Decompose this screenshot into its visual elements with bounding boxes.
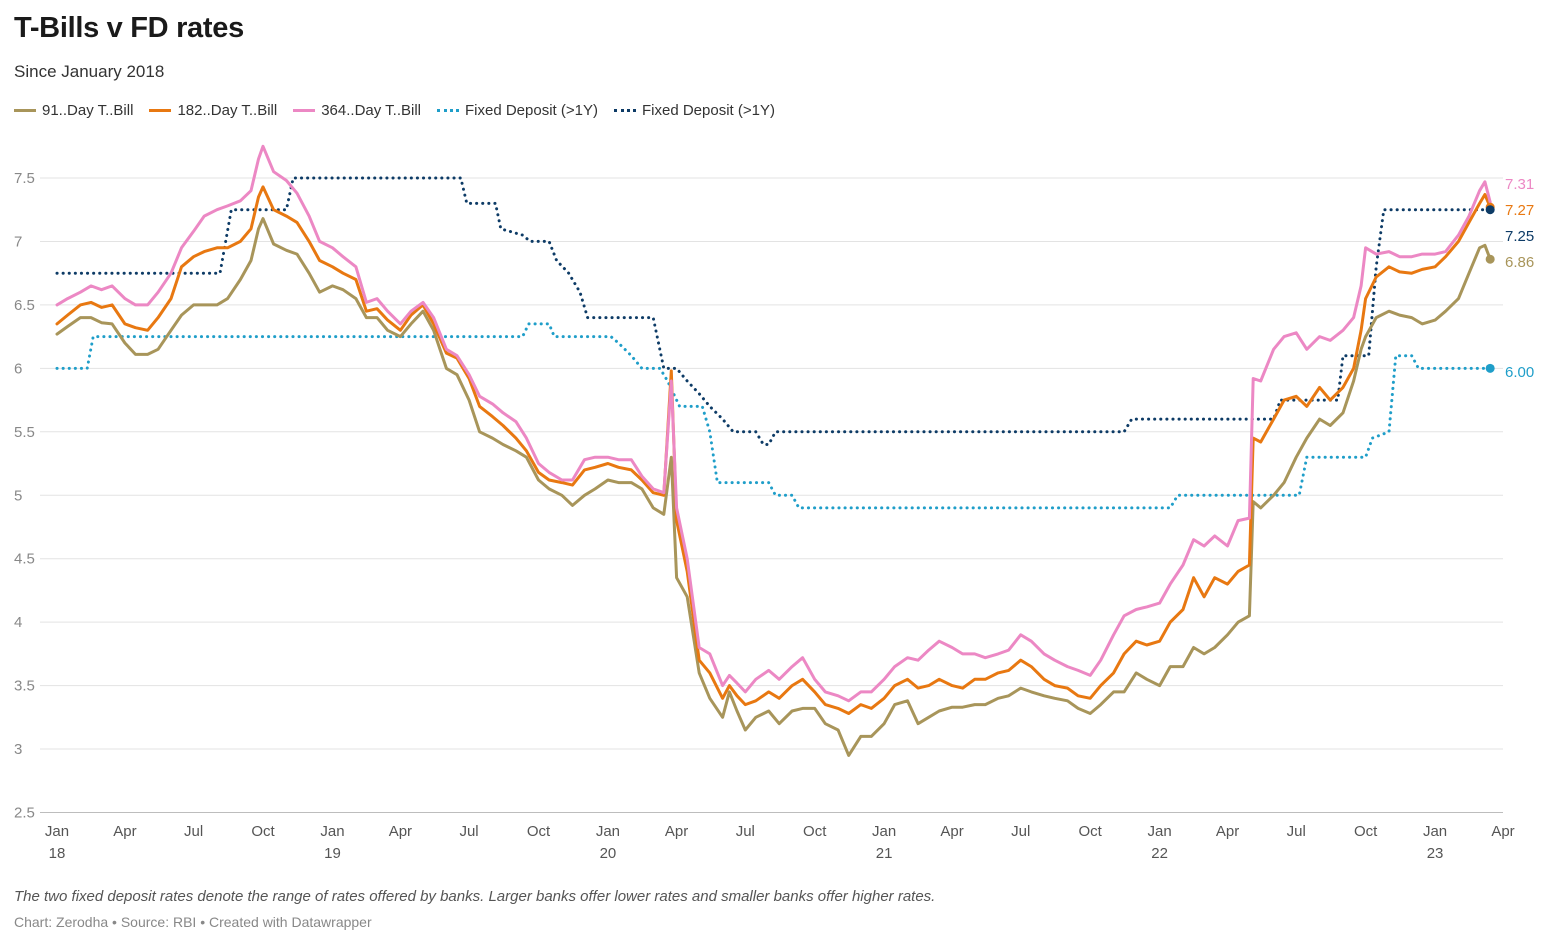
x-tick-label: Apr [940, 823, 963, 840]
chart-subtitle: Since January 2018 [14, 62, 165, 81]
series-end-marker [1485, 205, 1495, 215]
x-tick-label: Jan [872, 823, 896, 840]
series-end-label: 7.31 [1505, 176, 1534, 193]
series-end-label: 7.25 [1505, 228, 1534, 245]
line-chart: 2.5 3 3.5 4 4.5 5 5.5 6 6.5 7 7.5 Jan 18 Apr Jul Oct Jan… [14, 144, 1534, 862]
series-end-label: 7.27 [1505, 202, 1534, 219]
legend-label: Fixed Deposit (>1Y) [465, 102, 598, 119]
x-tick-label: Jan [45, 823, 69, 840]
legend-swatch [149, 109, 172, 112]
legend-swatch [14, 109, 36, 112]
y-tick-label: 6.5 [14, 297, 35, 314]
x-tick-label: Oct [1079, 823, 1103, 840]
x-tick-year-label: 19 [324, 845, 341, 862]
legend-label: 182..Day T..Bill [177, 102, 278, 119]
x-tick-label: Apr [665, 823, 688, 840]
x-tick-label: Apr [1216, 823, 1239, 840]
x-tick-label: Oct [251, 823, 275, 840]
x-tick-label: Jul [1011, 823, 1030, 840]
series-line-2 [55, 144, 1492, 703]
x-tick-label: Jul [459, 823, 478, 840]
chart-credit: Chart: Zerodha • Source: RBI • Created w… [14, 914, 372, 930]
x-tick-label: Jan [320, 823, 344, 840]
series-end-label: 6.00 [1505, 364, 1534, 381]
legend-item: Fixed Deposit (>1Y) [613, 102, 775, 119]
y-tick-label: 2.5 [14, 805, 35, 822]
series-line-0 [55, 217, 1492, 757]
legend-item: 91..Day T..Bill [14, 102, 133, 119]
y-tick-label: 6 [14, 360, 22, 377]
x-tick-label: Jan [1423, 823, 1447, 840]
series-end-marker [1485, 363, 1495, 373]
legend-label: 364..Day T..Bill [321, 102, 421, 119]
x-tick-label: Jan [1148, 823, 1172, 840]
y-tick-label: 7 [14, 233, 22, 250]
x-tick-year-label: 21 [876, 845, 893, 862]
chart-note: The two fixed deposit rates denote the r… [14, 888, 936, 905]
legend-item: Fixed Deposit (>1Y) [437, 102, 598, 119]
x-tick-year-label: 23 [1427, 845, 1444, 862]
legend-swatch [293, 109, 316, 112]
series-end-marker [1485, 254, 1495, 264]
legend-swatch [613, 109, 636, 112]
y-tick-label: 3 [14, 741, 22, 758]
series-line-1 [55, 185, 1492, 715]
chart-title: T-Bills v FD rates [14, 12, 244, 44]
x-tick-label: Apr [389, 823, 412, 840]
legend-item: 182..Day T..Bill [149, 102, 277, 119]
x-tick-label: Oct [803, 823, 827, 840]
y-tick-label: 5.5 [14, 424, 35, 441]
y-tick-label: 5 [14, 487, 22, 504]
series-end-label: 6.86 [1505, 254, 1534, 271]
x-tick-label: Jan [596, 823, 620, 840]
x-tick-year-label: 20 [600, 845, 617, 862]
x-tick-label: Jul [736, 823, 755, 840]
y-tick-label: 7.5 [14, 170, 35, 187]
x-tick-year-label: 22 [1151, 845, 1168, 862]
x-tick-year-label: 18 [49, 845, 66, 862]
x-tick-label: Jul [184, 823, 203, 840]
series-line-4 [55, 176, 1492, 446]
chart-legend: 91..Day T..Bill 182..Day T..Bill 364..Day … [14, 102, 791, 119]
legend-item: 364..Day T..Bill [293, 102, 421, 119]
x-tick-label: Apr [113, 823, 136, 840]
y-tick-label: 3.5 [14, 678, 35, 695]
legend-swatch [437, 109, 459, 112]
x-tick-label: Oct [527, 823, 551, 840]
x-tick-label: Oct [1354, 823, 1378, 840]
y-tick-label: 4.5 [14, 551, 35, 568]
x-tick-label: Apr [1491, 823, 1514, 840]
legend-label: Fixed Deposit (>1Y) [641, 102, 775, 119]
legend-label: 91..Day T..Bill [42, 102, 134, 119]
x-tick-label: Jul [1287, 823, 1306, 840]
y-tick-label: 4 [14, 614, 22, 631]
